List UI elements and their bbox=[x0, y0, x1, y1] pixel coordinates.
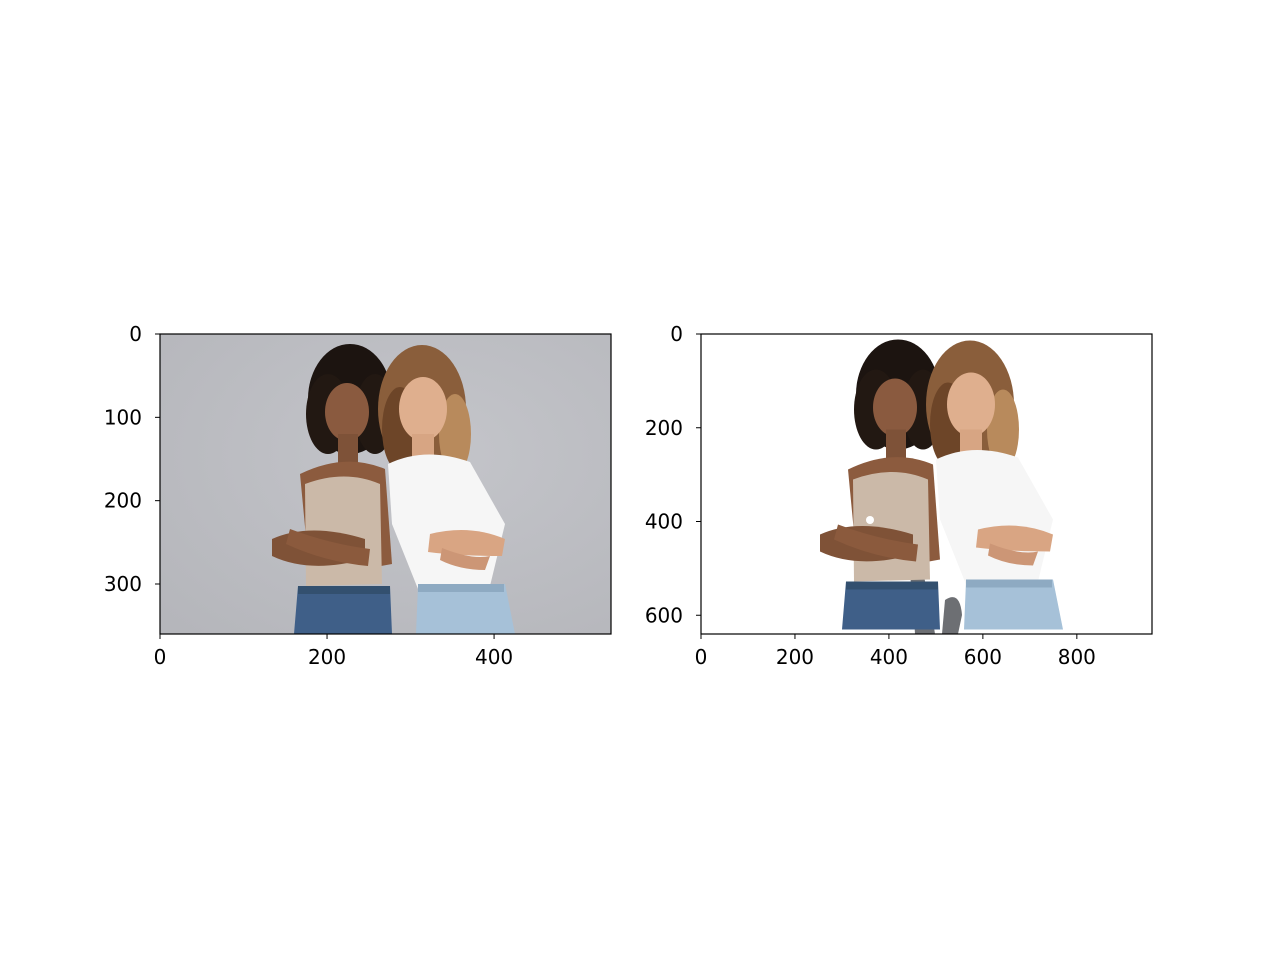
panel-original: 0 200 400 0 100 200 300 bbox=[104, 322, 612, 669]
axes-1-ticks: 0 200 400 0 100 200 300 bbox=[104, 322, 513, 669]
axes-2-ticks: 0 200 400 600 800 0 200 400 600 bbox=[645, 322, 1096, 669]
x-tick-label: 0 bbox=[695, 645, 708, 669]
y-tick-label: 0 bbox=[670, 322, 683, 346]
panel-background-removed: 0 200 400 600 800 0 200 400 600 bbox=[645, 322, 1153, 669]
x-tick-label: 400 bbox=[475, 645, 513, 669]
x-tick-label: 200 bbox=[776, 645, 814, 669]
y-tick-label: 400 bbox=[645, 510, 683, 534]
residual-shadow bbox=[942, 597, 962, 634]
y-tick-label: 0 bbox=[129, 322, 142, 346]
axes-frame bbox=[159, 333, 612, 635]
y-tick-label: 100 bbox=[104, 405, 142, 429]
x-tick-label: 400 bbox=[870, 645, 908, 669]
axes-frame bbox=[700, 333, 1153, 635]
y-tick-label: 200 bbox=[645, 416, 683, 440]
x-tick-label: 600 bbox=[964, 645, 1002, 669]
y-tick-label: 200 bbox=[104, 489, 142, 513]
x-tick-label: 200 bbox=[308, 645, 346, 669]
y-tick-label: 600 bbox=[645, 603, 683, 627]
x-tick-label: 0 bbox=[154, 645, 167, 669]
x-tick-label: 800 bbox=[1058, 645, 1096, 669]
y-tick-label: 300 bbox=[104, 572, 142, 596]
